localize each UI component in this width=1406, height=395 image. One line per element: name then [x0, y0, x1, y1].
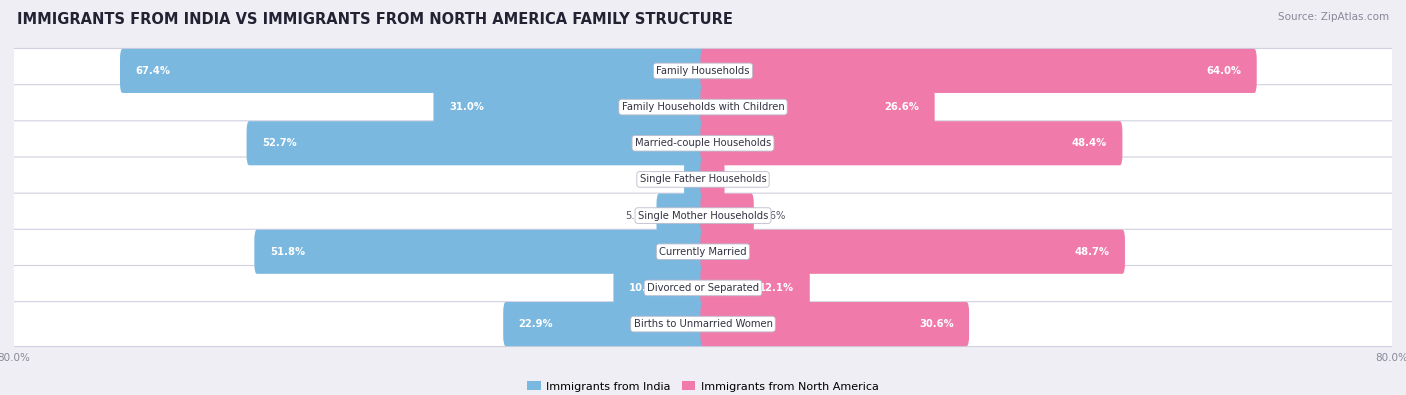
Text: 2.2%: 2.2%	[731, 175, 756, 184]
FancyBboxPatch shape	[613, 266, 706, 310]
FancyBboxPatch shape	[700, 85, 935, 129]
Text: 12.1%: 12.1%	[759, 283, 794, 293]
FancyBboxPatch shape	[120, 49, 706, 93]
Text: 51.8%: 51.8%	[270, 247, 305, 257]
FancyBboxPatch shape	[700, 121, 1122, 166]
Text: Births to Unmarried Women: Births to Unmarried Women	[634, 319, 772, 329]
FancyBboxPatch shape	[13, 302, 1393, 346]
FancyBboxPatch shape	[13, 85, 1393, 130]
FancyBboxPatch shape	[657, 194, 706, 238]
FancyBboxPatch shape	[13, 265, 1393, 310]
Text: 67.4%: 67.4%	[135, 66, 170, 76]
FancyBboxPatch shape	[685, 157, 706, 201]
FancyBboxPatch shape	[503, 302, 706, 346]
Text: Single Father Households: Single Father Households	[640, 175, 766, 184]
FancyBboxPatch shape	[13, 229, 1393, 274]
FancyBboxPatch shape	[13, 49, 1393, 93]
Text: Family Households: Family Households	[657, 66, 749, 76]
FancyBboxPatch shape	[700, 194, 754, 238]
FancyBboxPatch shape	[433, 85, 706, 129]
Text: 52.7%: 52.7%	[262, 138, 297, 148]
FancyBboxPatch shape	[700, 229, 1125, 274]
Text: Family Households with Children: Family Households with Children	[621, 102, 785, 112]
FancyBboxPatch shape	[700, 49, 1257, 93]
Text: 31.0%: 31.0%	[449, 102, 484, 112]
Text: 64.0%: 64.0%	[1206, 66, 1241, 76]
Text: 30.6%: 30.6%	[920, 319, 953, 329]
FancyBboxPatch shape	[254, 229, 706, 274]
Legend: Immigrants from India, Immigrants from North America: Immigrants from India, Immigrants from N…	[523, 377, 883, 395]
Text: 22.9%: 22.9%	[519, 319, 554, 329]
Text: 5.1%: 5.1%	[626, 211, 651, 220]
FancyBboxPatch shape	[246, 121, 706, 166]
Text: 26.6%: 26.6%	[884, 102, 920, 112]
Text: 5.6%: 5.6%	[759, 211, 785, 220]
Text: IMMIGRANTS FROM INDIA VS IMMIGRANTS FROM NORTH AMERICA FAMILY STRUCTURE: IMMIGRANTS FROM INDIA VS IMMIGRANTS FROM…	[17, 12, 733, 27]
FancyBboxPatch shape	[13, 193, 1393, 238]
FancyBboxPatch shape	[700, 302, 969, 346]
FancyBboxPatch shape	[700, 157, 724, 201]
Text: Single Mother Households: Single Mother Households	[638, 211, 768, 220]
Text: 10.1%: 10.1%	[628, 283, 664, 293]
Text: Source: ZipAtlas.com: Source: ZipAtlas.com	[1278, 12, 1389, 22]
Text: Divorced or Separated: Divorced or Separated	[647, 283, 759, 293]
Text: 1.9%: 1.9%	[652, 175, 678, 184]
FancyBboxPatch shape	[700, 266, 810, 310]
Text: Currently Married: Currently Married	[659, 247, 747, 257]
Text: 48.4%: 48.4%	[1071, 138, 1107, 148]
FancyBboxPatch shape	[13, 157, 1393, 202]
Text: Married-couple Households: Married-couple Households	[636, 138, 770, 148]
FancyBboxPatch shape	[13, 121, 1393, 166]
Text: 48.7%: 48.7%	[1074, 247, 1109, 257]
